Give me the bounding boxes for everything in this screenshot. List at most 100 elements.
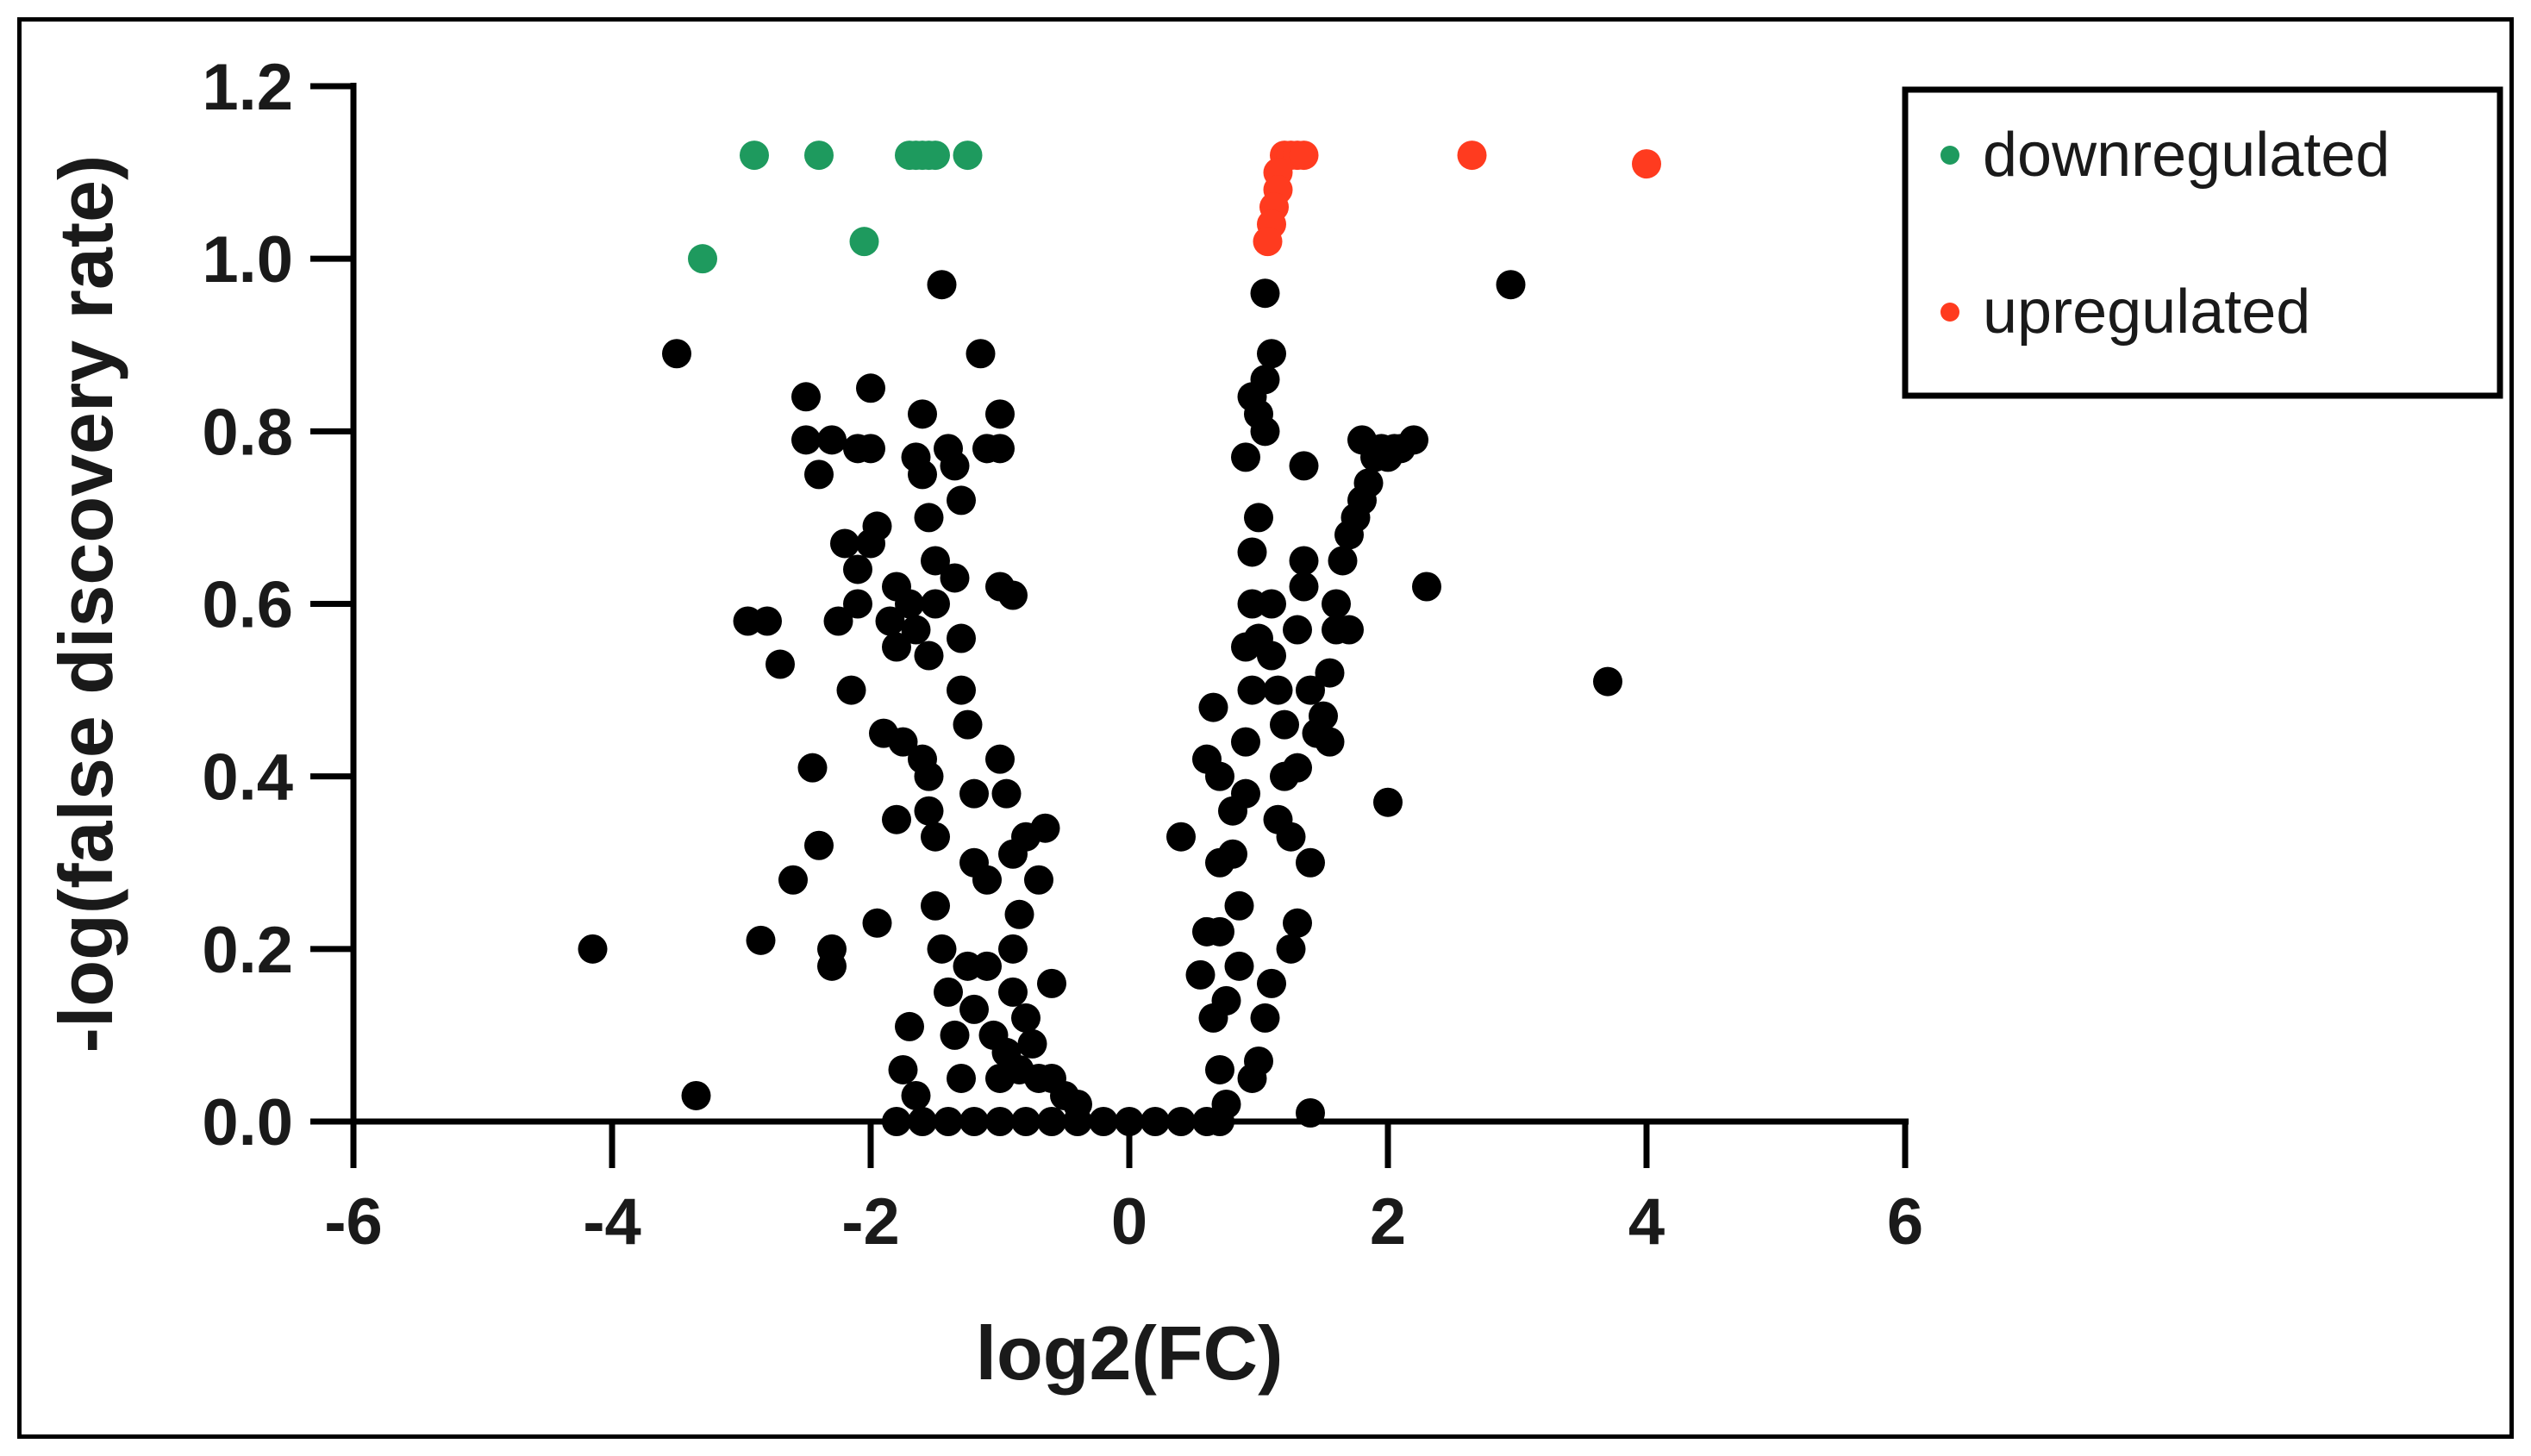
point-other [1250,278,1280,309]
point-other [1270,709,1299,740]
point-other [1593,666,1622,697]
point-other [1412,572,1441,602]
legend: downregulated upregulated [1902,86,2503,399]
point-other [830,528,859,559]
point-other [1004,1054,1034,1084]
point-other [1231,727,1260,757]
point-other [1309,701,1338,731]
point-other [895,589,924,619]
point-other [888,727,918,757]
point-other [1250,416,1280,447]
legend-marker-downregulated [1940,146,1959,165]
point-other [921,822,950,852]
point-other [901,1080,931,1110]
point-downregulated [849,227,879,257]
point-other [947,623,976,653]
point-other [972,951,1002,981]
point-other [908,399,937,429]
point-other [1218,839,1247,869]
point-other [836,675,866,705]
data-points [578,141,1661,1136]
point-other [1141,1107,1170,1136]
point-other [1296,675,1325,705]
point-downregulated [953,141,983,171]
point-other [1024,865,1053,895]
point-other [959,778,989,809]
point-other [1063,1107,1092,1136]
point-other [1037,1107,1066,1136]
point-other [1289,451,1319,481]
point-other [888,1054,918,1084]
point-other [1237,537,1267,567]
point-other [1244,503,1273,533]
point-other [1334,615,1364,645]
point-other [662,339,691,369]
point-other [953,709,983,740]
point-other [1276,934,1306,964]
point-other [1296,1097,1325,1128]
point-other [985,434,1015,464]
point-upregulated [1632,149,1661,179]
point-other [895,1011,924,1041]
y-tick-label: 0.8 [202,396,293,469]
point-other [991,778,1022,809]
point-other [947,675,976,705]
point-other [940,1020,970,1050]
point-other [1205,761,1234,791]
point-other [921,890,950,921]
point-other [914,503,944,533]
point-other [1257,641,1286,671]
point-other [862,511,892,541]
legend-label-upregulated: upregulated [1983,278,2310,347]
point-other [940,451,970,481]
point-other [972,865,1002,895]
point-other [1231,442,1260,472]
point-other [1289,546,1319,576]
point-other [1011,1003,1041,1033]
point-other [843,589,872,619]
point-other [882,632,911,662]
point-other [791,382,821,412]
point-other [681,1080,711,1110]
point-other [998,580,1028,610]
point-other [1237,675,1267,705]
point-other [959,1107,989,1136]
point-other [1166,1107,1196,1136]
legend-box [1902,86,2503,399]
x-tick-label: 4 [1628,1185,1665,1259]
point-other [940,563,970,593]
point-other [1185,959,1216,990]
legend-label-downregulated: downregulated [1983,121,2390,190]
y-tick-label: 0.6 [202,569,293,642]
point-other [998,977,1028,1007]
point-other [1322,589,1351,619]
point-other [791,425,821,455]
point-other [1224,890,1254,921]
point-other [1289,572,1319,602]
point-other [1353,468,1384,498]
point-other [985,399,1015,429]
y-tick-label: 0.2 [202,914,293,987]
point-other [1224,951,1254,981]
axis-ticks: -6 -4 -2 0 2 4 6 0.0 0.2 0.4 0.6 0.8 1.0 1.2 [202,51,1923,1259]
point-other [797,753,828,783]
point-downregulated [921,141,950,171]
point-other [1004,899,1034,929]
point-other [985,1107,1015,1136]
y-axis-title: -log(false discovery rate) [43,155,128,1053]
point-other [882,1107,911,1136]
point-other [1017,1028,1047,1059]
point-other [1198,692,1228,722]
point-other [901,615,931,645]
point-other [947,485,976,516]
point-other [856,373,885,403]
point-other [1296,847,1325,878]
point-other [1250,1003,1280,1033]
point-other [875,606,905,636]
point-other [1328,546,1358,576]
point-other [959,994,989,1024]
y-tick-label: 0.4 [202,741,293,815]
point-other [947,1063,976,1093]
point-downregulated [688,244,717,274]
